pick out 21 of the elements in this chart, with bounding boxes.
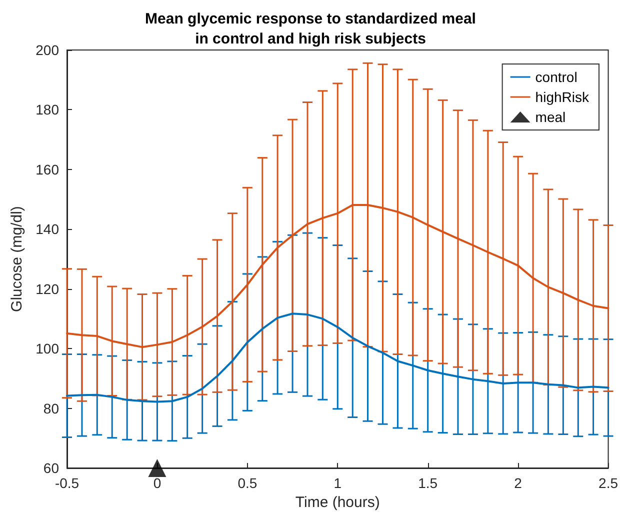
chart-title: Mean glycemic response to standardized meal in control and high risk subjects <box>145 10 476 48</box>
y-tick-label: 200 <box>36 42 60 58</box>
y-tick-label: 100 <box>36 340 60 357</box>
y-tick-label: 160 <box>36 161 60 178</box>
legend-label: meal <box>535 109 566 125</box>
y-axis-title: Glucose (mg/dl) <box>8 206 26 312</box>
legend-label: control <box>535 69 578 85</box>
x-tick-label: 2.5 <box>598 475 618 491</box>
y-tick-label: 120 <box>36 280 60 297</box>
x-tick-label: 0.5 <box>238 475 258 491</box>
y-tick-label: 60 <box>43 460 60 476</box>
x-tick-label: 1 <box>334 475 342 491</box>
x-tick-label: 0 <box>153 475 162 491</box>
x-tick-label: 1.5 <box>418 475 438 491</box>
y-tick-label: 180 <box>36 102 60 118</box>
x-tick-label: -0.5 <box>54 475 80 491</box>
x-tick-label: 2 <box>514 475 522 491</box>
y-tick-label: 140 <box>36 221 60 238</box>
y-tick-label: 80 <box>43 400 60 416</box>
legend-label: highRisk <box>535 89 590 105</box>
x-axis-title: Time (hours) <box>295 494 380 511</box>
